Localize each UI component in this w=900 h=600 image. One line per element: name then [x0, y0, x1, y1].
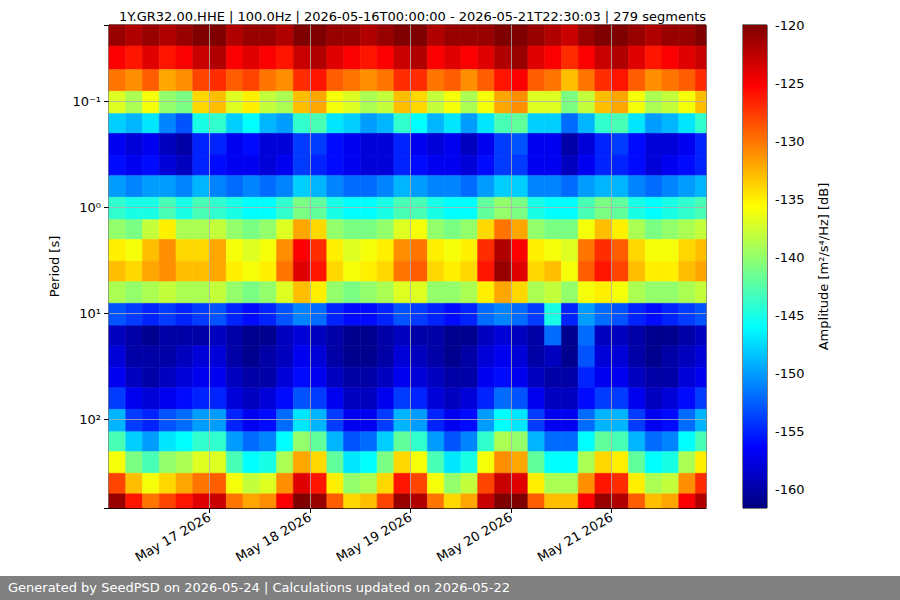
svg-text:1Y.GR32.00.HHE | 100.0Hz | 202: 1Y.GR32.00.HHE | 100.0Hz | 2026-05-16T00…	[119, 9, 706, 24]
svg-text:Amplitude [m²/s⁴/Hz] [dB]: Amplitude [m²/s⁴/Hz] [dB]	[816, 183, 831, 351]
svg-text:-135: -135	[775, 192, 805, 207]
svg-text:-120: -120	[775, 18, 805, 33]
svg-text:May 17 2026: May 17 2026	[132, 510, 213, 565]
svg-text:10¹: 10¹	[79, 306, 101, 321]
svg-text:10⁻¹: 10⁻¹	[72, 94, 101, 109]
svg-text:May 20 2026: May 20 2026	[434, 510, 515, 565]
svg-text:-160: -160	[775, 482, 805, 497]
svg-text:-140: -140	[775, 250, 805, 265]
svg-text:Generated by SeedPSD on 2026-0: Generated by SeedPSD on 2026-05-24 | Cal…	[8, 580, 510, 595]
svg-text:May 19 2026: May 19 2026	[334, 510, 415, 565]
svg-text:-130: -130	[775, 134, 805, 149]
svg-text:-155: -155	[775, 424, 805, 439]
svg-text:-145: -145	[775, 308, 805, 323]
svg-text:May 21 2026: May 21 2026	[535, 510, 616, 565]
svg-text:-150: -150	[775, 366, 805, 381]
svg-text:10⁰: 10⁰	[79, 200, 101, 215]
svg-text:10²: 10²	[79, 412, 101, 427]
svg-text:-125: -125	[775, 76, 805, 91]
svg-text:May 18 2026: May 18 2026	[233, 510, 314, 565]
svg-text:Period [s]: Period [s]	[47, 236, 62, 298]
